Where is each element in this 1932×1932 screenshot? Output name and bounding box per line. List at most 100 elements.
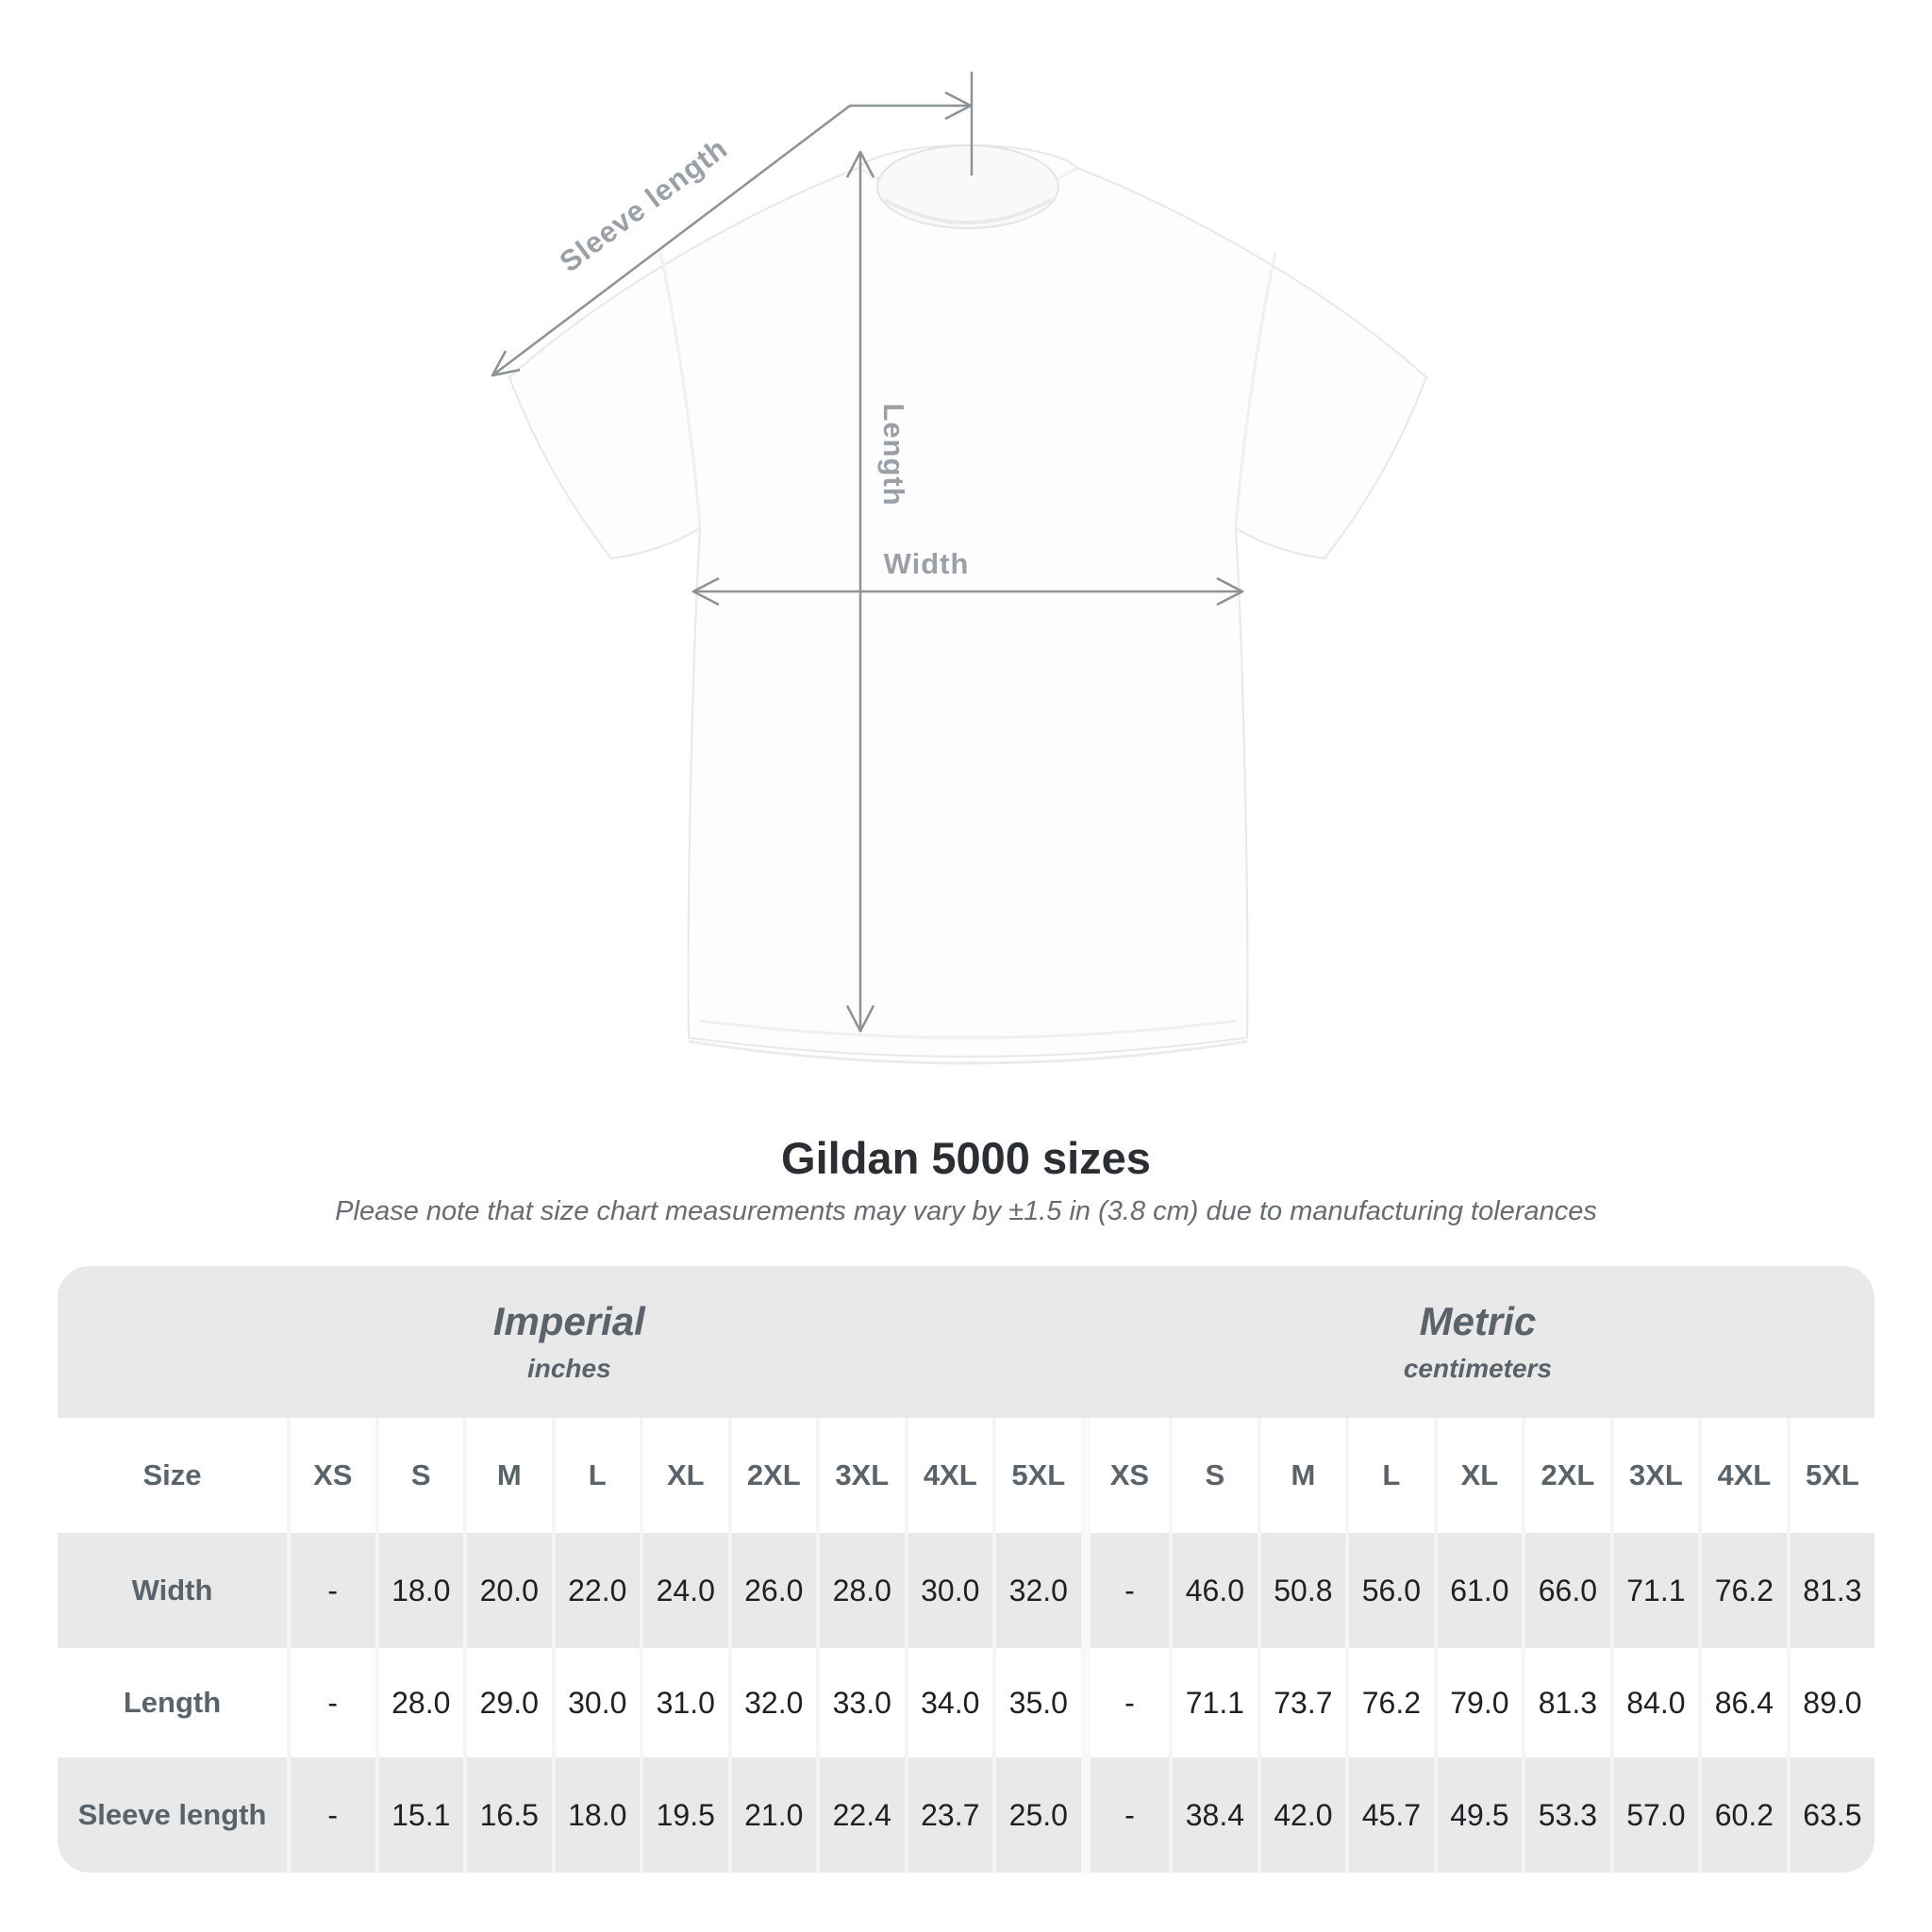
- measure-cell: 32.0: [727, 1648, 816, 1757]
- measure-cell: 76.2: [1345, 1648, 1434, 1757]
- measure-cell: 49.5: [1433, 1757, 1523, 1873]
- row-label: Width: [58, 1533, 287, 1648]
- size-header-metric-xs: XS: [1080, 1418, 1170, 1533]
- size-header-imperial-5xl: 5XL: [992, 1418, 1081, 1533]
- measure-cell: 63.5: [1786, 1757, 1875, 1873]
- measure-cell: 53.3: [1522, 1757, 1610, 1873]
- measure-cell: 45.7: [1345, 1757, 1434, 1873]
- measure-cell: -: [287, 1648, 375, 1757]
- size-header-row: Size XS S M L XL 2XL 3XL 4XL 5XL XS S M L XL 2XL 3XL 4XL…: [58, 1418, 1875, 1533]
- dimension-lines: [491, 72, 1244, 1033]
- hem-stitch: [699, 1019, 1237, 1040]
- measure-cell: 32.0: [992, 1533, 1081, 1648]
- left-sleeve-seam: [658, 252, 702, 529]
- size-header-metric-4xl: 4XL: [1698, 1418, 1787, 1533]
- size-header-imperial-xs: XS: [287, 1418, 375, 1533]
- sleeve-length-arrowhead-left: [491, 350, 521, 377]
- length-arrowhead-bottom: [845, 1005, 875, 1033]
- measure-cell: 71.1: [1169, 1648, 1257, 1757]
- measure-cell: 20.0: [463, 1533, 552, 1648]
- width-arrowhead-left: [691, 576, 720, 607]
- measure-cell: 76.2: [1698, 1533, 1787, 1648]
- measure-cell: 18.0: [551, 1757, 640, 1873]
- measure-cell: 28.0: [375, 1648, 463, 1757]
- measure-cell: 79.0: [1433, 1648, 1523, 1757]
- measure-cell: 30.0: [904, 1533, 992, 1648]
- sleeve-length-line: [491, 104, 969, 376]
- size-header-imperial-4xl: 4XL: [904, 1418, 992, 1533]
- size-header-imperial-s: S: [375, 1418, 463, 1533]
- measure-cell: -: [287, 1757, 375, 1873]
- length-label: Length: [877, 403, 910, 506]
- size-header-imperial-l: L: [551, 1418, 640, 1533]
- length-arrowhead-top: [845, 150, 875, 178]
- measure-cell: 31.0: [640, 1648, 728, 1757]
- measure-cell: 66.0: [1522, 1533, 1610, 1648]
- size-header-metric-2xl: 2XL: [1522, 1418, 1610, 1533]
- measure-cell: 61.0: [1433, 1533, 1523, 1648]
- measure-cell: 18.0: [375, 1533, 463, 1648]
- tshirt-measurement-diagram: Sleeve length Length Width: [491, 72, 1427, 1065]
- measure-cell: 25.0: [992, 1757, 1081, 1873]
- page-title: Gildan 5000 sizes: [781, 1133, 1151, 1183]
- measure-cell: 42.0: [1257, 1757, 1346, 1873]
- unit-header-metric: Metric centimeters: [1080, 1266, 1875, 1418]
- measure-cell: 15.1: [375, 1757, 463, 1873]
- measure-cell: 89.0: [1786, 1648, 1875, 1757]
- size-header-metric-m: M: [1257, 1418, 1346, 1533]
- right-sleeve-seam: [1234, 252, 1277, 529]
- unit-name-metric: Metric: [1419, 1299, 1537, 1344]
- measure-cell: 71.1: [1609, 1533, 1699, 1648]
- measure-cell: 34.0: [904, 1648, 992, 1757]
- size-header-imperial-xl: XL: [640, 1418, 728, 1533]
- unit-sub-metric: centimeters: [1403, 1353, 1553, 1383]
- measure-cell: 81.3: [1786, 1533, 1875, 1648]
- measure-cell: 28.0: [816, 1533, 905, 1648]
- measure-cell: -: [287, 1533, 375, 1648]
- measure-cell: 24.0: [640, 1533, 728, 1648]
- measure-cell: 33.0: [816, 1648, 905, 1757]
- row-label: Sleeve length: [58, 1757, 287, 1873]
- size-header-imperial-m: M: [463, 1418, 552, 1533]
- size-column-label: Size: [58, 1418, 287, 1533]
- measure-cell: 56.0: [1345, 1533, 1434, 1648]
- measure-cell: -: [1080, 1648, 1170, 1757]
- measure-cell: 86.4: [1698, 1648, 1787, 1757]
- width-label: Width: [884, 547, 970, 580]
- measure-cell: -: [1080, 1757, 1170, 1873]
- collar-opening: [876, 144, 1059, 229]
- measure-cell: 81.3: [1522, 1648, 1610, 1757]
- row-label: Length: [58, 1648, 287, 1757]
- width-arrowhead-right: [1216, 576, 1244, 607]
- measure-row-length: Length -28.0 29.0 30.0 31.0 32.0 33.0 34.0 35.0-…: [58, 1648, 1875, 1757]
- measure-row-width: Width -18.0 20.0 22.0 24.0 26.0 28.0 30.0 32.0-4…: [58, 1533, 1875, 1648]
- measure-cell: 22.0: [551, 1533, 640, 1648]
- unit-header-imperial: Imperial inches: [58, 1266, 1081, 1418]
- unit-sub-imperial: inches: [526, 1353, 611, 1383]
- measure-cell: -: [1080, 1533, 1170, 1648]
- size-header-metric-3xl: 3XL: [1609, 1418, 1699, 1533]
- size-header-metric-l: L: [1345, 1418, 1434, 1533]
- measure-cell: 16.5: [463, 1757, 552, 1873]
- measure-cell: 84.0: [1609, 1648, 1699, 1757]
- measure-cell: 26.0: [727, 1533, 816, 1648]
- measure-cell: 29.0: [463, 1648, 552, 1757]
- measure-cell: 21.0: [727, 1757, 816, 1873]
- size-table: Imperial inches Metric centimeters Size …: [58, 1266, 1875, 1873]
- unit-header-row: Imperial inches Metric centimeters: [58, 1266, 1875, 1418]
- measure-cell: 57.0: [1609, 1757, 1699, 1873]
- measure-cell: 46.0: [1169, 1533, 1257, 1648]
- measure-cell: 22.4: [816, 1757, 905, 1873]
- size-header-imperial-2xl: 2XL: [727, 1418, 816, 1533]
- measure-cell: 60.2: [1698, 1757, 1787, 1873]
- size-header-imperial-3xl: 3XL: [816, 1418, 905, 1533]
- size-header-metric-xl: XL: [1433, 1418, 1523, 1533]
- size-header-metric-5xl: 5XL: [1786, 1418, 1875, 1533]
- tshirt-body: [508, 144, 1427, 1058]
- measure-cell: 23.7: [904, 1757, 992, 1873]
- collar-inner-shadow: [884, 198, 1052, 225]
- measure-row-sleeve-length: Sleeve length -15.1 16.5 18.0 19.5 21.0 22.4 23…: [58, 1757, 1875, 1873]
- measure-cell: 38.4: [1169, 1757, 1257, 1873]
- measure-cell: 35.0: [992, 1648, 1081, 1757]
